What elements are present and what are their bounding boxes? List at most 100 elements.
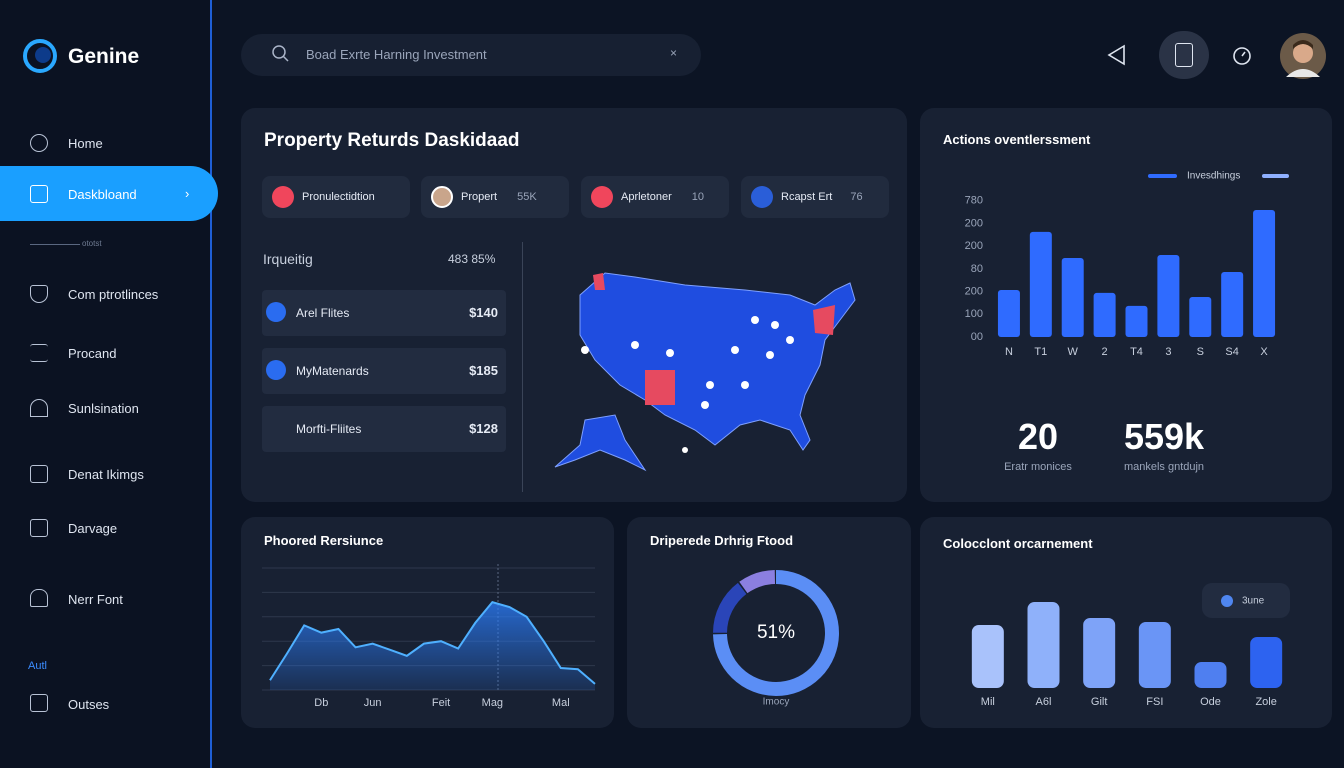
x-tick-label: Feit bbox=[432, 697, 450, 709]
y-tick-label: 00 bbox=[971, 331, 983, 343]
nav-item[interactable]: Nerr Font bbox=[68, 592, 123, 607]
bar bbox=[1157, 255, 1180, 337]
chip-label: Aprletoner bbox=[621, 191, 672, 203]
chip[interactable]: Aprletoner 10 bbox=[581, 176, 729, 218]
row-icon bbox=[266, 302, 286, 322]
x-tick-label: Db bbox=[314, 697, 328, 709]
bar-chart: Mil A6l Gilt FSI Ode Zole 3une bbox=[971, 595, 1283, 708]
bar bbox=[1027, 602, 1060, 688]
bar bbox=[1253, 210, 1276, 337]
map-alaska bbox=[554, 414, 647, 472]
nav-item[interactable]: Com ptrotlinces bbox=[68, 287, 159, 302]
divider-label: ototst bbox=[82, 239, 102, 248]
search-bar[interactable]: Boad Exrte Harning Investment × bbox=[241, 34, 701, 76]
x-tick-label: Mag bbox=[482, 697, 503, 709]
y-tick-label: 100 bbox=[965, 308, 983, 320]
x-tick-label: Gilt bbox=[1091, 696, 1108, 708]
x-tick-label: Zole bbox=[1255, 696, 1276, 708]
nav-icon bbox=[30, 519, 48, 537]
nav-icon bbox=[30, 399, 48, 417]
nav-icon bbox=[30, 589, 48, 607]
nav-icon bbox=[30, 344, 48, 362]
x-tick-label: A6l bbox=[1036, 696, 1052, 708]
x-tick-label: FSI bbox=[1146, 696, 1163, 708]
chip-value: 10 bbox=[691, 191, 705, 203]
stat-label: Eratr monices bbox=[1004, 461, 1072, 473]
clipboard-button[interactable] bbox=[1159, 31, 1209, 79]
x-tick-label: T1 bbox=[1034, 346, 1047, 358]
notify-icon[interactable] bbox=[1104, 42, 1130, 68]
x-tick-label: T4 bbox=[1130, 346, 1143, 358]
nav-item[interactable]: Procand bbox=[68, 346, 117, 361]
clipboard-icon bbox=[1175, 43, 1193, 67]
list-row[interactable]: Morfti-Fliites $128 bbox=[262, 406, 506, 452]
chip-icon bbox=[272, 186, 294, 208]
chip[interactable]: Pronulectidtion bbox=[262, 176, 410, 218]
bar bbox=[1083, 618, 1116, 688]
area-card: Phoored Rersiunce Db Jun Feit Mag Mal bbox=[241, 517, 614, 728]
nav-item[interactable]: Sunlsination bbox=[68, 401, 139, 416]
bar-chart: 00 100 200 80 200 200 780 N T1 W 2 T4 3 S S4 X Invesdhin… bbox=[965, 171, 1289, 358]
sidebar: Genine Home Daskbloand › ototst Com ptro… bbox=[0, 0, 218, 768]
map-highlight bbox=[593, 273, 605, 290]
x-tick-label: Mil bbox=[981, 696, 995, 708]
brand: Genine bbox=[68, 45, 140, 68]
chip-icon bbox=[591, 186, 613, 208]
bar bbox=[1194, 662, 1227, 688]
map-markers bbox=[581, 316, 794, 453]
nav-icon bbox=[30, 285, 48, 303]
nav-item[interactable]: Darvage bbox=[68, 521, 118, 536]
donut-caption: Imocy bbox=[763, 697, 790, 708]
list-row[interactable]: MyMatenards $185 bbox=[262, 348, 506, 394]
row-label: MyMatenards bbox=[296, 364, 369, 378]
nav-icon bbox=[30, 134, 48, 152]
x-tick-label: W bbox=[1068, 346, 1079, 358]
area-fill bbox=[270, 602, 595, 690]
search-placeholder: Boad Exrte Harning Investment bbox=[306, 47, 487, 62]
y-tick-label: 200 bbox=[965, 217, 983, 229]
nav-item[interactable]: Denat Ikimgs bbox=[68, 467, 144, 482]
x-tick-label: 3 bbox=[1165, 346, 1171, 358]
chip-label: Propert bbox=[461, 191, 498, 203]
stat-label: mankels gntdujn bbox=[1123, 461, 1205, 473]
area-chart: Db Jun Feit Mag Mal bbox=[262, 564, 596, 709]
bar bbox=[1061, 257, 1084, 337]
card-title: Actions oventlerssment bbox=[943, 132, 1091, 147]
bar bbox=[1029, 231, 1052, 337]
nav-item[interactable]: Home bbox=[68, 136, 103, 151]
y-tick-label: 200 bbox=[965, 240, 983, 252]
chip[interactable]: Propert 55K bbox=[421, 176, 569, 218]
divider bbox=[30, 244, 80, 245]
bar bbox=[1250, 637, 1283, 688]
legend bbox=[1202, 583, 1290, 618]
brand-logo bbox=[23, 39, 57, 73]
clock-icon[interactable] bbox=[1230, 44, 1254, 68]
nav-item[interactable]: Daskbloand bbox=[68, 187, 137, 202]
row-label: Arel Flites bbox=[296, 306, 350, 320]
stat-value: 559k bbox=[1123, 416, 1205, 457]
card-title: Colocclont orcarnement bbox=[943, 536, 1093, 551]
card-title: Property Returds Daskidaad bbox=[264, 130, 520, 151]
nav-active[interactable] bbox=[0, 166, 218, 221]
nav-icon bbox=[30, 465, 48, 483]
legend-label: 3une bbox=[1242, 596, 1265, 607]
list-row[interactable]: Arel Flites $140 bbox=[262, 290, 506, 336]
row-value: $140 bbox=[469, 305, 498, 320]
nav-icon bbox=[30, 694, 48, 712]
x-tick-label: Ode bbox=[1200, 696, 1221, 708]
chip-icon bbox=[431, 186, 453, 208]
card-title: Phoored Rersiunce bbox=[264, 533, 384, 548]
x-tick-label: N bbox=[1005, 346, 1013, 358]
row-value: $128 bbox=[469, 421, 498, 436]
chip-label: Rcapst Ert bbox=[781, 191, 833, 203]
bar bbox=[1189, 297, 1212, 337]
avatar[interactable] bbox=[1280, 33, 1326, 79]
map-states bbox=[579, 272, 856, 451]
nav-item[interactable]: Outses bbox=[68, 697, 110, 712]
chip-label: Pronulectidtion bbox=[302, 191, 375, 203]
search-clear[interactable]: × bbox=[670, 46, 678, 60]
donut-center: 51% bbox=[757, 622, 795, 643]
x-tick-label: Mal bbox=[552, 697, 570, 709]
x-tick-label: 2 bbox=[1102, 346, 1108, 358]
chip[interactable]: Rcapst Ert 76 bbox=[741, 176, 889, 218]
